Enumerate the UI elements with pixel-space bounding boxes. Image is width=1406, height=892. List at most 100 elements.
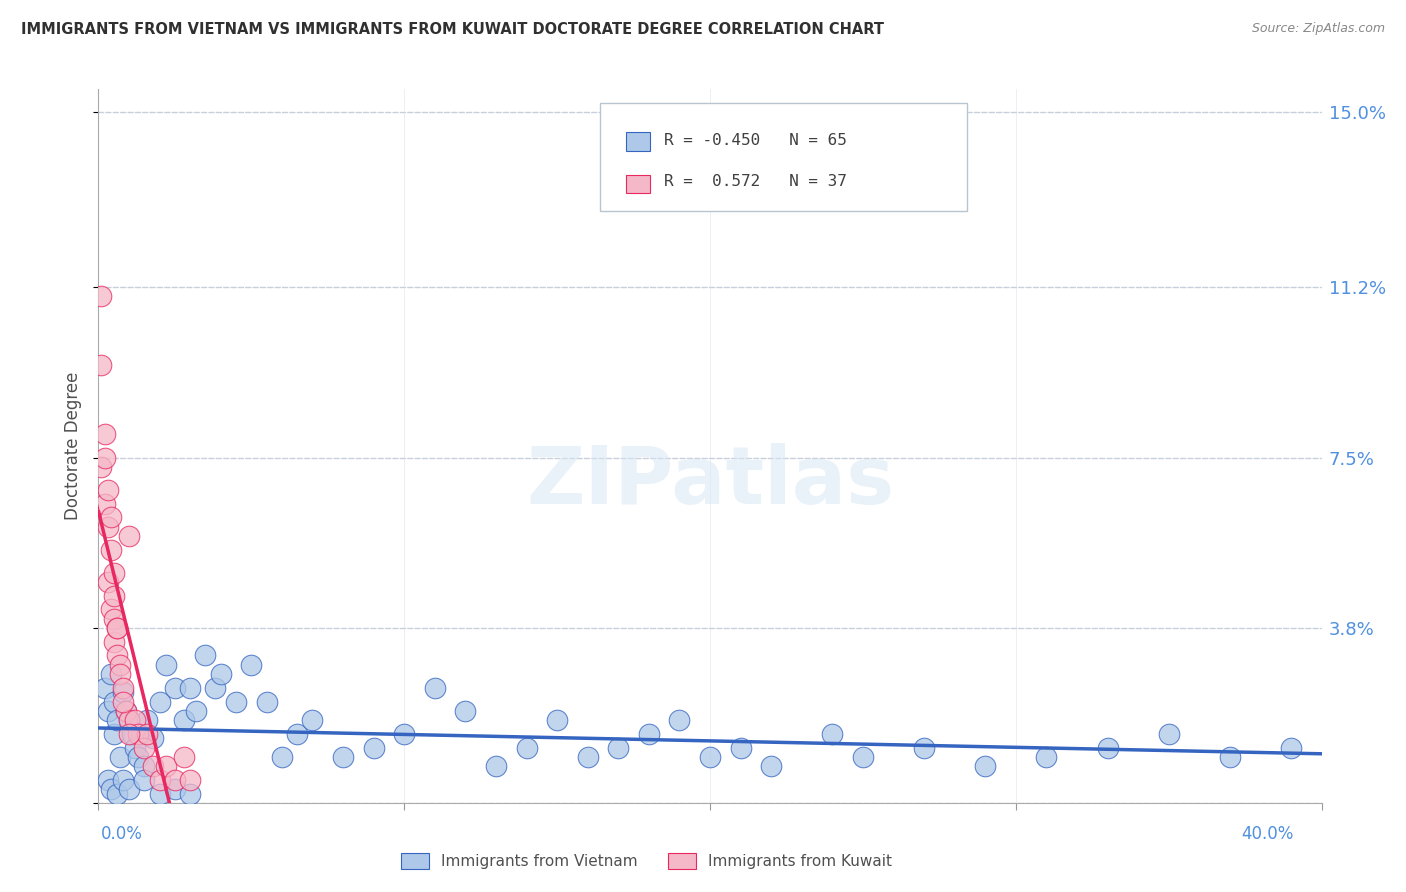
Point — [105, 713, 128, 727]
Point — [105, 621, 128, 635]
Point — [108, 666, 131, 681]
Point — [423, 681, 446, 695]
Point — [134, 772, 156, 787]
Point — [668, 713, 690, 727]
Point — [127, 749, 149, 764]
Point — [129, 727, 152, 741]
Point — [194, 648, 217, 663]
Point — [852, 749, 875, 764]
Point — [301, 713, 323, 727]
Point — [974, 759, 997, 773]
Point — [912, 740, 935, 755]
Point — [105, 787, 128, 801]
Point — [179, 787, 201, 801]
Point — [97, 772, 120, 787]
Point — [173, 713, 195, 727]
Point — [821, 727, 844, 741]
Point — [163, 772, 186, 787]
Point — [90, 459, 112, 474]
Point — [142, 731, 165, 746]
Y-axis label: Doctorate Degree: Doctorate Degree — [65, 372, 83, 520]
Point — [103, 727, 125, 741]
Point — [454, 704, 477, 718]
Point — [392, 727, 416, 741]
Point — [103, 589, 125, 603]
Point — [111, 772, 134, 787]
Point — [136, 713, 159, 727]
Point — [118, 713, 141, 727]
Point — [546, 713, 568, 727]
Point — [93, 427, 115, 442]
Point — [100, 782, 122, 797]
Point — [155, 759, 177, 773]
Point — [100, 542, 122, 557]
Point — [93, 681, 115, 695]
Text: ZIPatlas: ZIPatlas — [526, 442, 894, 521]
Text: R = -0.450   N = 65: R = -0.450 N = 65 — [664, 133, 846, 148]
FancyBboxPatch shape — [600, 103, 967, 211]
Point — [270, 749, 292, 764]
Point — [173, 749, 195, 764]
Point — [225, 694, 247, 708]
Point — [127, 727, 149, 741]
Point — [149, 787, 172, 801]
Point — [136, 727, 159, 741]
Point — [97, 574, 120, 589]
Point — [576, 749, 599, 764]
Point — [155, 657, 177, 672]
Point — [118, 782, 141, 797]
Point — [1219, 749, 1241, 764]
Point — [108, 657, 131, 672]
Point — [100, 666, 122, 681]
FancyBboxPatch shape — [626, 175, 650, 194]
Point — [142, 759, 165, 773]
Point — [118, 727, 141, 741]
Point — [115, 704, 138, 718]
Point — [134, 740, 156, 755]
Point — [108, 749, 131, 764]
Point — [103, 566, 125, 580]
Point — [100, 602, 122, 616]
Point — [97, 519, 120, 533]
Text: R =  0.572   N = 37: R = 0.572 N = 37 — [664, 175, 846, 189]
Point — [90, 289, 112, 303]
Point — [1097, 740, 1119, 755]
Point — [759, 759, 782, 773]
Point — [204, 681, 226, 695]
Point — [163, 782, 186, 797]
Point — [363, 740, 385, 755]
Point — [103, 694, 125, 708]
Text: 40.0%: 40.0% — [1241, 825, 1294, 843]
Point — [103, 612, 125, 626]
Point — [1035, 749, 1057, 764]
Point — [97, 483, 120, 497]
Point — [121, 727, 143, 741]
Point — [240, 657, 263, 672]
Point — [730, 740, 752, 755]
Point — [149, 694, 172, 708]
Point — [111, 694, 134, 708]
Point — [103, 634, 125, 648]
Point — [516, 740, 538, 755]
Point — [637, 727, 661, 741]
Point — [163, 681, 186, 695]
Point — [149, 772, 172, 787]
Point — [485, 759, 508, 773]
Point — [105, 648, 128, 663]
Point — [607, 740, 630, 755]
Text: 0.0%: 0.0% — [101, 825, 143, 843]
Point — [699, 749, 721, 764]
Point — [1157, 727, 1180, 741]
Legend: Immigrants from Vietnam, Immigrants from Kuwait: Immigrants from Vietnam, Immigrants from… — [395, 847, 898, 875]
Point — [332, 749, 354, 764]
Point — [93, 497, 115, 511]
Point — [115, 704, 138, 718]
Point — [100, 510, 122, 524]
Point — [124, 740, 146, 755]
Point — [209, 666, 232, 681]
Point — [93, 450, 115, 465]
Text: Source: ZipAtlas.com: Source: ZipAtlas.com — [1251, 22, 1385, 36]
Point — [118, 713, 141, 727]
Point — [118, 529, 141, 543]
Point — [124, 713, 146, 727]
